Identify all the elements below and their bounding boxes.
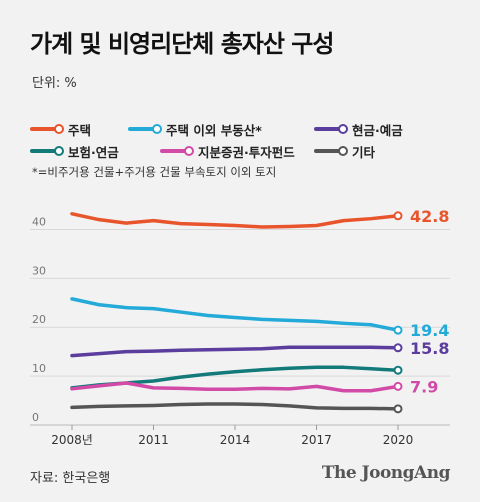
legend-label: 주택: [68, 122, 92, 138]
y-tick-label: 20: [32, 313, 46, 326]
y-tick-label: 40: [32, 215, 46, 228]
series-end-label: 19.4: [410, 321, 449, 340]
y-tick-label: 10: [32, 362, 46, 375]
chart-title: 가계 및 비영리단체 총자산 구성: [30, 30, 334, 58]
legend-label: 보험·연금: [68, 144, 119, 160]
legend-row: 주택 주택 이외 부동산* 현금·예금: [30, 118, 470, 140]
x-tick-label: 2017: [301, 433, 332, 447]
legend-label: 기타: [352, 144, 376, 160]
legend-swatch-icon: [30, 146, 64, 156]
legend-item-equity-funds: 지분증권·투자펀드: [160, 142, 314, 161]
series-end-point: [393, 365, 403, 375]
source-label: 자료: 한국은행: [30, 471, 111, 486]
line-chart: 0 10 20 30 40 2008년 2011 2014 2017 2020 42.8 19.415…: [30, 207, 450, 447]
legend-swatch-icon: [314, 124, 348, 134]
brand-logo: The JoongAng: [321, 463, 451, 483]
series-end-point: [393, 343, 403, 353]
legend-row: 보험·연금 지분증권·투자펀드 기타: [30, 140, 470, 162]
legend-item-housing: 주택: [30, 120, 128, 139]
series-end-label: 7.9: [410, 377, 438, 396]
legend-item-non-housing-realestate: 주택 이외 부동산*: [128, 120, 314, 139]
footnote: *=비주거용 건물+주거용 건물 부속토지 이외 토지: [32, 165, 277, 179]
series-line: [70, 212, 400, 229]
series-line: [70, 297, 400, 332]
legend: 주택 주택 이외 부동산* 현금·예금 보험·연금 지분증권·투자펀드 기타: [30, 118, 470, 162]
legend-item-insurance-pension: 보험·연금: [30, 142, 160, 161]
series-line: [70, 402, 400, 411]
series-end-label: 15.8: [410, 339, 449, 358]
series-end-point: [393, 404, 403, 414]
series-end-label: 42.8: [410, 207, 449, 226]
x-tick-label: 2008년: [51, 433, 93, 447]
series-end-point: [393, 325, 403, 335]
x-tick-label: 2014: [220, 433, 251, 447]
legend-swatch-icon: [30, 124, 64, 134]
series-end-point: [393, 381, 403, 391]
y-tick-label: 0: [32, 411, 39, 424]
unit-label: 단위: %: [32, 76, 77, 91]
y-tick-label: 30: [32, 264, 46, 277]
legend-swatch-icon: [160, 146, 194, 156]
x-tick-label: 2011: [138, 433, 169, 447]
series-line: [70, 381, 400, 393]
x-tick-label: 2020: [383, 433, 414, 447]
legend-label: 지분증권·투자펀드: [198, 144, 295, 160]
series-end-point: [393, 211, 403, 221]
legend-item-cash-deposits: 현금·예금: [314, 120, 403, 139]
legend-swatch-icon: [128, 124, 162, 134]
legend-item-other: 기타: [314, 142, 375, 161]
series-line: [70, 345, 400, 358]
legend-swatch-icon: [314, 146, 348, 156]
legend-label: 현금·예금: [352, 122, 403, 138]
legend-label: 주택 이외 부동산*: [166, 122, 262, 138]
